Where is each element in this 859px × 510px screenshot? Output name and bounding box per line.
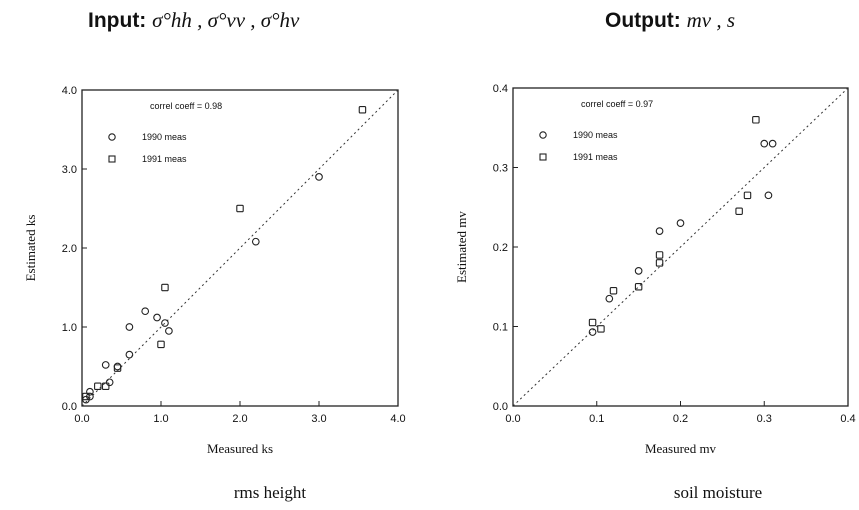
chart-2-point-1990 <box>634 267 643 275</box>
chart-2-legend-label: 1990 meas <box>573 130 618 140</box>
chart-1-point-1990 <box>165 327 173 335</box>
chart-1-legend-label: 1991 meas <box>142 154 187 164</box>
chart-1-point-1991 <box>94 382 102 390</box>
chart-1-point-1990 <box>86 387 94 396</box>
chart-1-point-1990 <box>141 307 150 316</box>
chart-1-point-1990 <box>86 392 94 401</box>
chart-2-point-1990 <box>760 139 769 148</box>
chart-1-x-tick-label: 4.0 <box>390 413 405 425</box>
chart-1-point-1990 <box>105 378 114 387</box>
chart-1-y-tick-label: 3.0 <box>62 164 77 176</box>
left-heading-symbols: σ°hh , σ°vv , σ°hv <box>152 8 300 32</box>
chart-1-y-tick-label: 0.0 <box>62 401 77 413</box>
chart-2-legend-circle-marker <box>539 131 547 139</box>
chart-1-plot-frame <box>81 89 399 407</box>
chart-1-point-1991 <box>358 106 367 114</box>
chart-2-point-1990 <box>588 328 597 336</box>
chart-2-x-tick-label: 0.4 <box>840 413 855 425</box>
chart-2-point-1990 <box>764 191 773 200</box>
chart-1-point-1991 <box>82 392 90 401</box>
chart-2-x-axis-title: Measured mv <box>645 441 717 456</box>
chart-2-legend-label: 1991 meas <box>573 152 618 162</box>
chart-2-x-tick-label: 0.3 <box>757 413 772 425</box>
chart-1-point-1991 <box>101 382 110 390</box>
chart-1-point-1991 <box>161 283 169 292</box>
chart-1-x-axis-title: Measured ks <box>207 441 273 456</box>
chart-2-point-1991 <box>588 318 597 327</box>
chart-2-point-1991 <box>597 325 605 333</box>
right-caption: soil moisture <box>673 483 763 502</box>
chart-1-y-tick-label: 4.0 <box>62 85 77 97</box>
chart-1-point-1990 <box>101 361 110 369</box>
chart-1-point-1990 <box>153 313 161 322</box>
chart-2-reference-line <box>512 87 849 407</box>
chart-1-y-axis-title: Estimated ks <box>23 215 38 282</box>
chart-1-point-1990 <box>125 323 134 331</box>
chart-1-x-tick-label: 1.0 <box>153 413 168 425</box>
chart-1-reference-line <box>81 89 399 407</box>
chart-1-legend-circle-marker <box>108 133 116 141</box>
chart-2-point-1990 <box>676 219 685 227</box>
chart-1-point-1991 <box>157 340 165 349</box>
left-panel-heading: Input: σ°hh , σ°vv , σ°hv <box>88 8 299 33</box>
chart-1-legend-square-marker <box>108 155 116 163</box>
chart-2-point-1991 <box>743 191 752 200</box>
chart-2-point-1991 <box>655 251 664 259</box>
left-caption: rms height <box>233 483 307 502</box>
chart-1-legend-label: 1990 meas <box>142 132 187 142</box>
chart-2-y-tick-label: 0.1 <box>493 322 508 334</box>
chart-2-point-1991 <box>735 207 743 215</box>
chart-2-correlation-annotation: correl coeff = 0.97 <box>581 99 653 109</box>
chart-1-point-1990 <box>251 237 260 246</box>
chart-2-legend-square-marker <box>539 153 547 161</box>
chart-2-point-1991 <box>655 259 664 267</box>
chart-2-point-1990 <box>768 139 777 148</box>
chart-1-y-tick-label: 2.0 <box>62 243 77 255</box>
chart-2-x-tick-label: 0.1 <box>589 413 604 425</box>
chart-2-point-1990 <box>605 294 614 303</box>
chart-2-point-1991 <box>634 282 643 291</box>
chart-1-point-1991 <box>113 364 122 372</box>
right-heading-symbols: mv , s <box>686 8 736 32</box>
chart-2-y-tick-label: 0.3 <box>493 163 508 175</box>
chart-1-x-tick-label: 3.0 <box>311 413 326 425</box>
right-heading-prefix: Output: <box>605 9 681 32</box>
chart-2-point-1991 <box>609 286 618 295</box>
chart-2-x-tick-label: 0.2 <box>673 413 688 425</box>
chart-2-x-tick-label: 0.0 <box>505 413 520 425</box>
chart-1-point-1991 <box>236 204 244 213</box>
right-panel-heading: Output: mv , s <box>605 8 735 33</box>
chart-1-point-1990 <box>113 362 122 371</box>
left-heading-prefix: Input: <box>88 9 147 32</box>
chart-1-y-tick-label: 1.0 <box>62 322 77 334</box>
chart-1-point-1990 <box>125 350 134 359</box>
chart-2-point-1991 <box>752 116 760 124</box>
chart-1-correlation-annotation: correl coeff = 0.98 <box>150 101 222 111</box>
chart-1-point-1990 <box>315 173 323 181</box>
chart-1-point-1990 <box>161 319 169 327</box>
chart-2-y-axis-title: Estimated mv <box>454 211 469 283</box>
chart-1-x-tick-label: 0.0 <box>74 413 89 425</box>
chart-2-y-tick-label: 0.2 <box>493 242 508 254</box>
chart-1-x-tick-label: 2.0 <box>232 413 247 425</box>
chart-2-y-tick-label: 0.4 <box>493 83 508 95</box>
chart-2-y-tick-label: 0.0 <box>493 401 508 413</box>
chart-2-point-1990 <box>655 227 664 235</box>
